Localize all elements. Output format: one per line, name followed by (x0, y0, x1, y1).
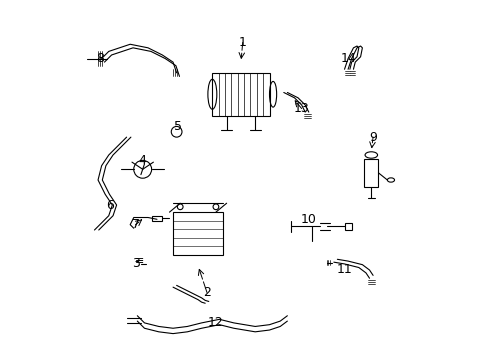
Text: 7: 7 (131, 218, 139, 231)
Text: 12: 12 (207, 316, 224, 329)
Text: 10: 10 (300, 213, 316, 226)
Text: ≡: ≡ (134, 256, 143, 266)
Text: 1: 1 (238, 36, 246, 49)
Text: 6: 6 (106, 198, 114, 212)
Text: 3: 3 (131, 257, 139, 270)
Text: 9: 9 (368, 131, 376, 144)
Text: 13: 13 (293, 102, 309, 115)
Text: 8: 8 (96, 52, 103, 65)
Text: 14: 14 (340, 52, 355, 65)
Text: 4: 4 (139, 154, 146, 167)
Text: 11: 11 (336, 263, 352, 276)
Text: 5: 5 (174, 120, 182, 133)
Text: 2: 2 (203, 286, 210, 299)
